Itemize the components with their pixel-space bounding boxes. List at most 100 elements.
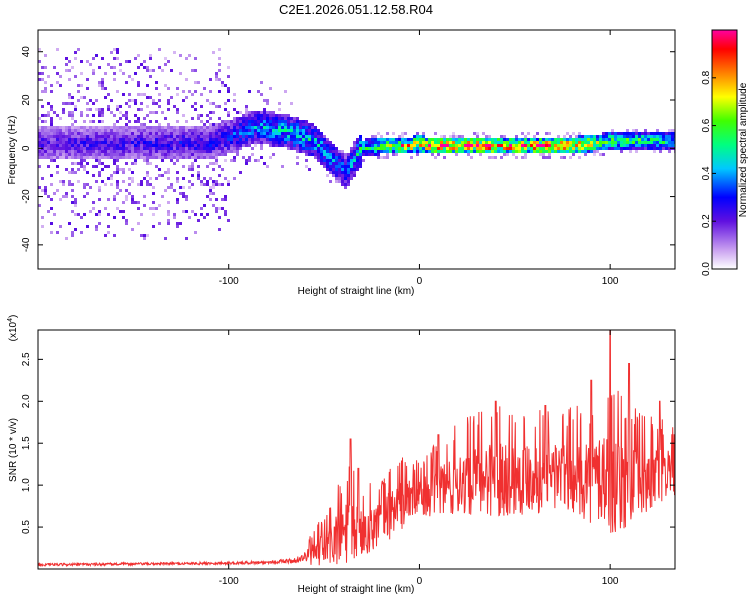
spectrogram-cell (182, 132, 185, 135)
spectrogram-cell (254, 138, 257, 141)
spectrogram-cell (638, 141, 641, 144)
spectrogram-cell (341, 180, 344, 183)
spectrogram-cell (536, 144, 539, 147)
spectrogram-cell (89, 132, 92, 135)
spectrogram-cell (251, 129, 254, 132)
spectrogram-cell (296, 117, 299, 120)
spectrogram-cell (116, 141, 119, 144)
spectrogram-cell (545, 144, 548, 147)
spectrogram-cell (215, 207, 218, 210)
spectrogram-cell (173, 138, 176, 141)
spectrogram-cell (212, 183, 215, 186)
spectrogram-cell (272, 132, 275, 135)
spectrogram-cell (233, 120, 236, 123)
spectrogram-cell (98, 135, 101, 138)
spectrogram-cell (617, 144, 620, 147)
spectrogram-cell (170, 126, 173, 129)
spectrogram-cell (521, 138, 524, 141)
spectrogram-cell (86, 60, 89, 63)
spectrogram-cell (347, 180, 350, 183)
spectrogram-cell (620, 132, 623, 135)
spectrogram-cell (200, 150, 203, 153)
spectrogram-cell (50, 135, 53, 138)
spectrogram-cell (362, 150, 365, 153)
spectrogram-cell (578, 150, 581, 153)
spectrogram-cell (590, 141, 593, 144)
spectrogram-cell (113, 135, 116, 138)
spectrogram-cell (221, 84, 224, 87)
spectrogram-cell (293, 123, 296, 126)
spectrogram-cell (194, 69, 197, 72)
spectrogram-cell (395, 150, 398, 153)
spectrogram-cell (599, 144, 602, 147)
spectrogram-cell (335, 174, 338, 177)
spectrogram-cell (662, 144, 665, 147)
spectrogram-cell (98, 108, 101, 111)
spectrogram-cell (368, 147, 371, 150)
spectrogram-cell (119, 168, 122, 171)
spectrogram-cell (338, 150, 341, 153)
spectrogram-cell (314, 135, 317, 138)
spectrogram-cell (374, 141, 377, 144)
spectrogram-cell (125, 81, 128, 84)
spectrogram-cell (242, 120, 245, 123)
spectrogram-cell (179, 54, 182, 57)
spectrogram-cell (380, 156, 383, 159)
spectrogram-cell (233, 123, 236, 126)
spectrogram-cell (98, 147, 101, 150)
spectrogram-cell (242, 156, 245, 159)
spectrogram-cell (167, 222, 170, 225)
spectrogram-cell (143, 156, 146, 159)
spectrogram-cell (356, 165, 359, 168)
spectrogram-cell (578, 156, 581, 159)
spectrogram-cell (209, 111, 212, 114)
spectrogram-cell (140, 147, 143, 150)
spectrogram-cell (350, 159, 353, 162)
spectrogram-cell (107, 135, 110, 138)
spectrogram-cell (128, 144, 131, 147)
spectrogram-cell (107, 177, 110, 180)
spectrogram-cell (218, 123, 221, 126)
spectrogram-cell (152, 111, 155, 114)
spectrogram-cell (74, 156, 77, 159)
spectrogram-cell (89, 141, 92, 144)
spectrogram-cell (422, 138, 425, 141)
spectrogram-cell (233, 129, 236, 132)
spectrogram-cell (221, 168, 224, 171)
spectrogram-cell (164, 117, 167, 120)
spectrogram-cell (221, 147, 224, 150)
spectrogram-cell (245, 114, 248, 117)
spectrogram-cell (410, 156, 413, 159)
spectrogram-cell (428, 141, 431, 144)
spectrogram-cell (308, 132, 311, 135)
spectrogram-cell (107, 231, 110, 234)
spectrogram-cell (155, 87, 158, 90)
spectrogram-cell (506, 147, 509, 150)
spectrogram-cell (80, 96, 83, 99)
spectrogram-cell (272, 144, 275, 147)
spectrogram-cell (155, 153, 158, 156)
spectrogram-cell (188, 156, 191, 159)
spectrogram-cell (53, 141, 56, 144)
spectrogram-cell (146, 84, 149, 87)
spectrogram-cell (143, 135, 146, 138)
spectrogram-cell (317, 156, 320, 159)
spectrogram-cell (182, 114, 185, 117)
spectrogram-cell (41, 78, 44, 81)
spectrogram-cell (521, 147, 524, 150)
spectrogram-cell (143, 150, 146, 153)
spectrogram-cell (56, 129, 59, 132)
spectrogram-cell (227, 126, 230, 129)
spectrogram-cell (509, 150, 512, 153)
spectrogram-cell (464, 138, 467, 141)
spectrogram-cell (488, 156, 491, 159)
spectrogram-cell (329, 168, 332, 171)
spectrogram-cell (245, 138, 248, 141)
spectrogram-cell (131, 132, 134, 135)
spectrogram-cell (212, 156, 215, 159)
spectrogram-cell (71, 201, 74, 204)
spectrogram-cell (233, 144, 236, 147)
spectrogram-cell (581, 147, 584, 150)
spectrogram-cell (230, 135, 233, 138)
